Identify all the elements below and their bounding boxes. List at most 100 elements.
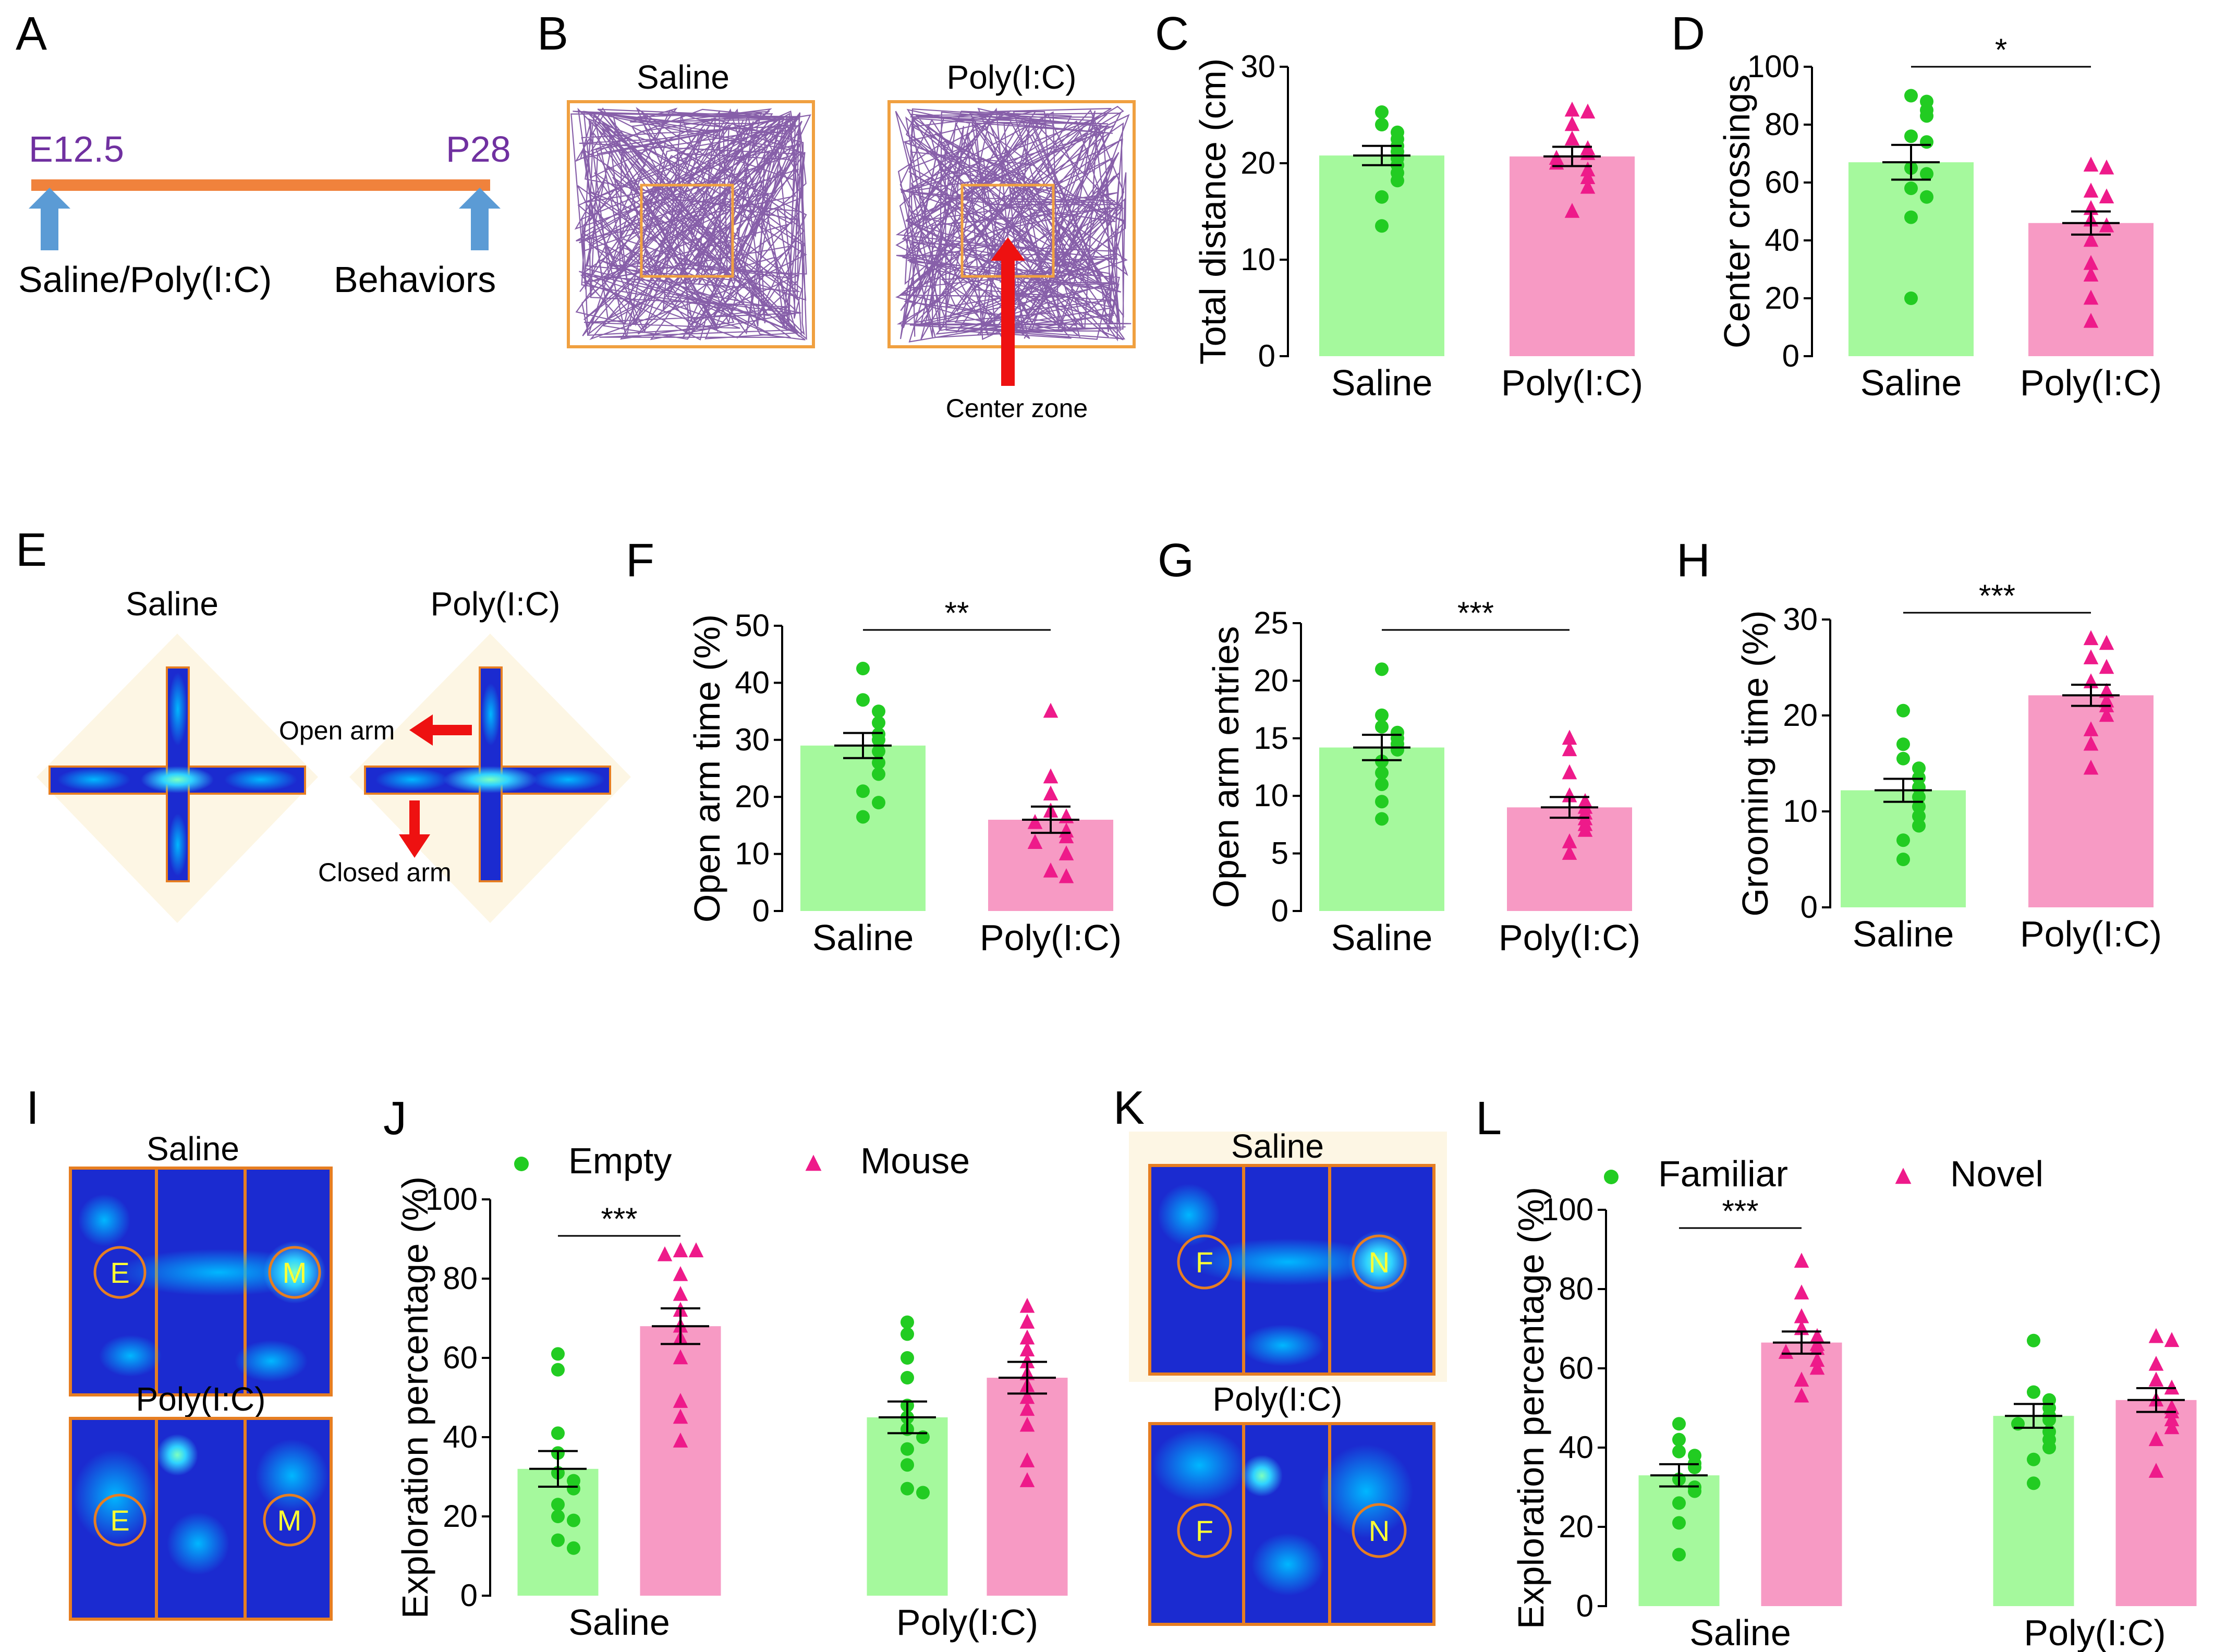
y-tick-label: 40 (1765, 223, 1799, 258)
data-point (1375, 778, 1389, 792)
data-point (1375, 754, 1389, 768)
data-point (1809, 1359, 1825, 1375)
data-point (1019, 1341, 1035, 1357)
y-tick-label: 0 (1801, 890, 1818, 925)
data-point (2083, 759, 2099, 775)
data-point (916, 1486, 930, 1500)
data-point (901, 1458, 914, 1472)
timeline-end-arrow (459, 188, 501, 250)
panel-e-polyic-title: Poly(I:C) (431, 585, 561, 623)
category-label: Poly(I:C) (2020, 362, 2162, 403)
data-point (1896, 833, 1910, 847)
data-point (551, 1347, 565, 1361)
data-point (872, 715, 885, 730)
data-point (1375, 118, 1389, 131)
data-point (551, 1510, 565, 1523)
bar-c-1 (1510, 156, 1635, 356)
data-point (856, 662, 870, 676)
data-point (1019, 1472, 1035, 1487)
panel-k-novel-object: Saline F N Poly(I:C) F N (1129, 1127, 1447, 1626)
data-point (673, 1349, 688, 1365)
panel-b-saline-title: Saline (637, 58, 729, 96)
panel-a-timeline: E12.5 P28 Saline/Poly(I:C) Behaviors (18, 129, 511, 300)
data-point (1043, 702, 1059, 718)
legend-label: Familiar (1658, 1153, 1788, 1194)
y-tick-label: 0 (1271, 893, 1288, 928)
y-tick-label: 60 (1765, 165, 1799, 200)
data-point (1019, 1401, 1035, 1416)
data-point (1564, 101, 1580, 117)
data-point (1562, 787, 1577, 803)
data-point (872, 767, 885, 781)
panel-label-e: E (16, 524, 47, 576)
y-tick-label: 20 (1254, 663, 1288, 698)
y-tick-label: 0 (752, 893, 770, 928)
data-point (1580, 178, 1596, 194)
bar-f-0 (800, 745, 926, 911)
data-point (1895, 1168, 1912, 1184)
data-point (2099, 659, 2114, 674)
data-point (1580, 103, 1596, 119)
data-point (567, 1481, 580, 1496)
data-point (2083, 735, 2099, 751)
data-point (2083, 183, 2099, 198)
data-point (2164, 1419, 2180, 1435)
data-point (1809, 1328, 1825, 1343)
data-point (1375, 190, 1389, 204)
data-point (2164, 1403, 2180, 1418)
panel-e-plus-maze: Saline Poly(I:C) Open arm Closed arm (37, 585, 631, 923)
data-point (1794, 1387, 1809, 1403)
bar-h-0 (1841, 790, 1966, 907)
y-tick-label: 0 (1576, 1588, 1593, 1623)
panel-i-saline-title: Saline (147, 1130, 239, 1168)
y-tick-label: 0 (1258, 338, 1275, 373)
data-point (2099, 683, 2114, 698)
data-point (1904, 291, 1918, 305)
open-field-saline-track (570, 107, 811, 341)
data-point (1375, 708, 1389, 722)
data-point (1672, 1432, 1686, 1447)
data-point (2099, 697, 2114, 712)
significance-label: *** (601, 1201, 637, 1236)
data-point (2027, 1333, 2040, 1347)
data-point (1562, 845, 1577, 860)
data-point (856, 693, 870, 707)
timeline-start-label: E12.5 (29, 129, 124, 169)
y-tick-label: 5 (1271, 836, 1288, 871)
y-tick-label: 10 (735, 836, 770, 871)
data-point (1375, 662, 1389, 676)
heatmap-i-polyic-right-mark: M (277, 1504, 302, 1537)
y-tick-label: 0 (1782, 338, 1799, 373)
center-zone-arrow (991, 237, 1025, 386)
data-point (1688, 1484, 1701, 1498)
category-label: Saline (1860, 362, 1962, 403)
data-point (1562, 741, 1577, 757)
panel-label-l: L (1476, 1092, 1502, 1145)
data-point (2148, 1356, 2164, 1371)
category-label: Saline (568, 1602, 670, 1643)
data-point (1562, 730, 1577, 745)
data-point (2027, 1476, 2040, 1490)
panel-label-i: I (26, 1082, 39, 1134)
y-tick-label: 80 (1559, 1271, 1593, 1306)
data-point (2083, 255, 2099, 270)
data-point (1375, 812, 1389, 826)
data-point (673, 1393, 688, 1408)
significance-label: * (1995, 32, 2007, 67)
y-axis-label: Total distance (cm) (1193, 58, 1233, 365)
y-tick-label: 20 (1783, 698, 1818, 733)
data-point (1912, 761, 1926, 775)
open-arm-label: Open arm (279, 716, 395, 745)
data-point (688, 1242, 704, 1258)
y-axis-label: Open arm entries (1206, 626, 1246, 908)
category-label: Poly(I:C) (980, 917, 1122, 958)
panel-label-j: J (383, 1092, 407, 1145)
data-point (901, 1442, 914, 1456)
heatmap-i-polyic-left-mark: E (110, 1504, 129, 1537)
y-tick-label: 100 (1541, 1192, 1593, 1227)
data-point (1564, 203, 1580, 218)
heatmap-i-saline: E M (69, 1167, 333, 1396)
data-point (901, 1351, 914, 1365)
